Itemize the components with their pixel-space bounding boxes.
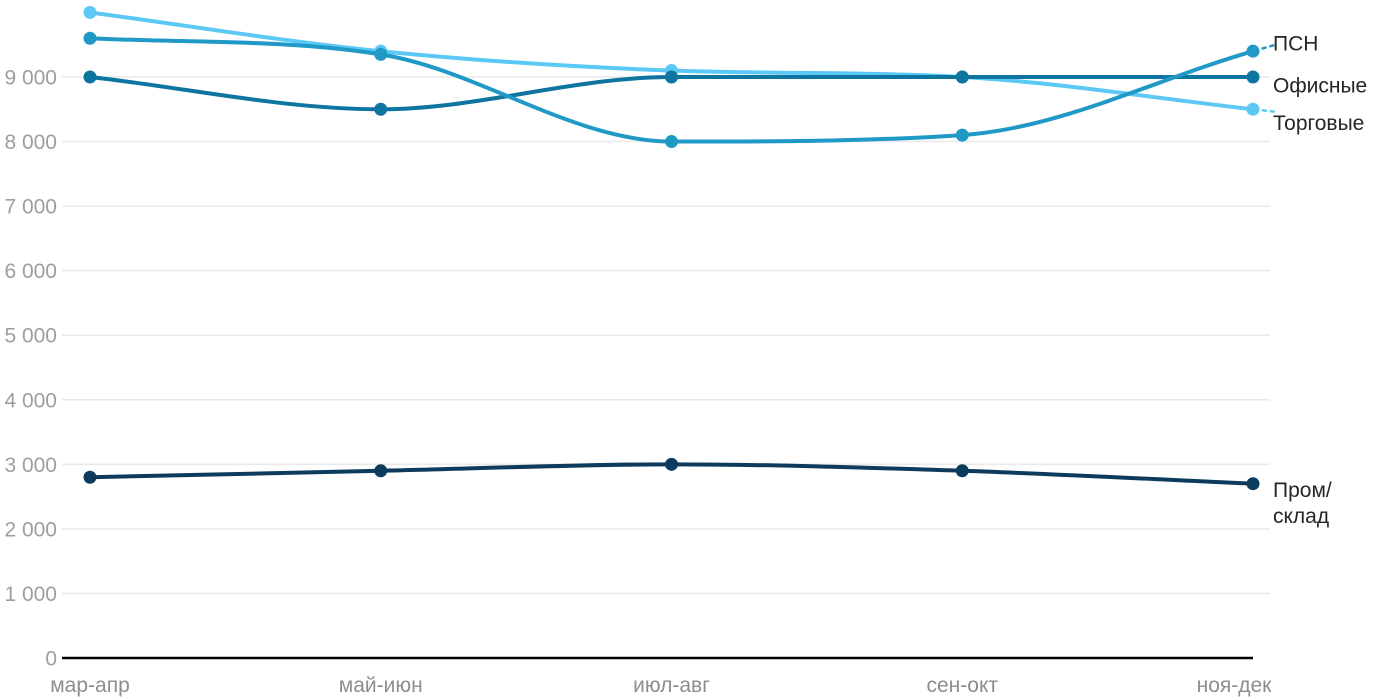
data-point-psn bbox=[83, 31, 97, 45]
x-tick-label: май-июн bbox=[339, 674, 423, 697]
data-point-prom-sklad bbox=[374, 464, 388, 478]
x-tick-label: мар-апр bbox=[50, 674, 130, 697]
y-axis-tick-labels: 0 1 000 2 000 3 000 4 000 5 000 6 000 7 000 8 00… bbox=[4, 67, 57, 671]
gridlines bbox=[62, 76, 1270, 595]
data-point-psn bbox=[665, 135, 678, 149]
series-label-psn: ПСН bbox=[1273, 33, 1318, 56]
series-line-torgovye bbox=[88, 10, 1255, 112]
y-tick-label: 4 000 bbox=[4, 389, 57, 412]
series-leader-psn bbox=[1261, 42, 1279, 50]
data-point-prom-sklad bbox=[665, 457, 678, 471]
data-point-torgovye bbox=[83, 5, 97, 19]
data-point-prom-sklad bbox=[955, 464, 969, 478]
series-line-psn bbox=[88, 36, 1255, 144]
x-tick-label: июл-авг bbox=[633, 674, 710, 697]
x-axis-tick-labels: мар-апр май-июн июл-авг сен-окт ноя-дек bbox=[50, 674, 1272, 697]
series-ofisnye: Офисные bbox=[83, 70, 1367, 116]
y-tick-label: 3 000 bbox=[4, 454, 57, 477]
y-tick-label: 1 000 bbox=[4, 583, 57, 606]
data-point-psn bbox=[374, 47, 388, 61]
y-tick-label: 9 000 bbox=[4, 67, 57, 90]
y-tick-label: 8 000 bbox=[4, 131, 57, 154]
series-label-prom-sklad: склад bbox=[1273, 505, 1329, 528]
data-point-prom-sklad bbox=[83, 470, 97, 484]
y-tick-label: 0 bbox=[45, 648, 57, 671]
y-tick-label: 7 000 bbox=[4, 196, 57, 219]
series-leader-torgovye bbox=[1261, 109, 1280, 114]
series-prom-sklad: Пром/склад bbox=[83, 457, 1332, 528]
data-point-ofisnye bbox=[665, 70, 678, 84]
data-point-torgovye bbox=[1246, 102, 1260, 116]
data-point-psn bbox=[955, 128, 969, 142]
series-torgovye: Торговые bbox=[83, 5, 1364, 135]
series-label-ofisnye: Офисные bbox=[1273, 75, 1367, 98]
data-point-ofisnye bbox=[955, 70, 969, 84]
series-label-prom-sklad: Пром/ bbox=[1273, 479, 1332, 502]
data-point-psn bbox=[1246, 44, 1260, 58]
x-tick-label: сен-окт bbox=[927, 674, 999, 697]
series-label-torgovye: Торговые bbox=[1273, 112, 1364, 135]
y-tick-label: 5 000 bbox=[4, 325, 57, 348]
y-tick-label: 6 000 bbox=[4, 260, 57, 283]
data-point-ofisnye bbox=[83, 70, 97, 84]
data-point-ofisnye bbox=[1246, 70, 1260, 84]
y-tick-label: 2 000 bbox=[4, 518, 57, 541]
data-point-prom-sklad bbox=[1246, 477, 1260, 491]
data-point-ofisnye bbox=[374, 102, 388, 116]
x-tick-label: ноя-дек bbox=[1197, 674, 1273, 697]
series-psn: ПСН bbox=[83, 31, 1318, 149]
